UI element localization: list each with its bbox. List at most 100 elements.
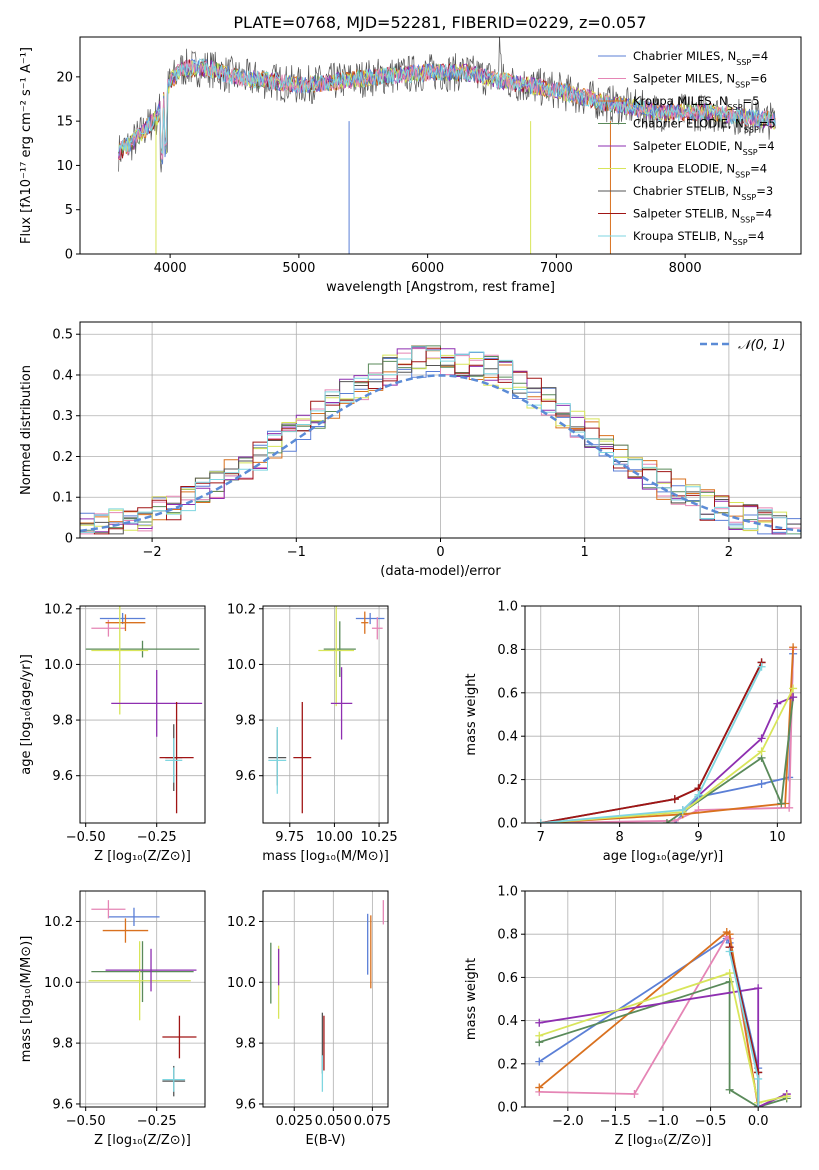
- legend-entry: Kroupa STELIB, NSSP=4: [633, 229, 764, 247]
- y-tick-label: 0.5: [52, 328, 73, 343]
- weight-marker: [630, 1090, 639, 1099]
- plot-area: [118, 37, 776, 254]
- y-axis-label: age [log₁₀(age/yr)]: [19, 654, 34, 775]
- panel-age_vs_Z: −0.50 −0.25 9.6 9.8 10.0 10.2 Z [log₁₀(Z/Z⊙)] a…: [19, 602, 206, 864]
- spectrum-line: [118, 58, 776, 165]
- panel-mass_vs_Z: −0.50 −0.25 9.6 9.8 10.0 10.2 Z [log₁₀(Z/Z⊙)] m…: [19, 890, 206, 1148]
- histogram-step: [80, 346, 801, 535]
- weight-marker: [754, 1074, 763, 1083]
- spectrum-line: [118, 37, 776, 173]
- y-axis-label: mass weight: [464, 958, 479, 1040]
- weight-marker: [754, 984, 763, 993]
- y-tick-label: 10.0: [227, 976, 256, 991]
- y-tick-label: 0.4: [52, 368, 73, 383]
- normal-curve: [80, 374, 801, 533]
- plot-area: [268, 606, 385, 814]
- weight-marker: [535, 1031, 544, 1040]
- legend-entry: Kroupa ELODIE, NSSP=4: [633, 162, 767, 180]
- histogram-step: [80, 345, 801, 535]
- spectrum-line: [118, 58, 776, 154]
- x-tick-label: 10: [769, 830, 786, 845]
- panel-weight_vs_Z: −2.0 −1.5 −1.0 −0.5 0.0 0.0 0.2 0.4 0.6 0.8 1.0 Z […: [464, 885, 802, 1148]
- x-tick-label: −0.25: [137, 1114, 177, 1129]
- legend-n: =4: [755, 207, 772, 221]
- weight-marker: [757, 779, 766, 788]
- weight-marker: [789, 643, 798, 652]
- y-tick-label: 0.8: [497, 643, 518, 658]
- y-tick-label: 10.2: [227, 915, 256, 930]
- y-tick-label: 0.8: [497, 928, 518, 943]
- legend-entry: Salpeter MILES, NSSP=6: [633, 72, 767, 90]
- y-tick-label: 0.2: [52, 450, 73, 465]
- y-tick-label: 9.6: [235, 1097, 256, 1112]
- weight-marker: [754, 1103, 763, 1107]
- weight-line: [674, 653, 794, 823]
- axes-frame: [524, 890, 802, 1108]
- x-tick-label: 0.025: [276, 1114, 313, 1129]
- y-tick-label: 1.0: [497, 600, 518, 615]
- panel-age_vs_mass: 9.75 10.00 10.25 9.6 9.8 10.0 10.2 mass [log₁₀(…: [227, 602, 398, 864]
- x-tick-label: −0.5: [695, 1114, 727, 1129]
- x-axis-label: E(B-V): [305, 1133, 345, 1148]
- axes-frame: [79, 36, 802, 255]
- x-tick-label: −1.5: [600, 1114, 632, 1129]
- x-tick-label: 2: [725, 545, 733, 560]
- weight-marker: [725, 930, 734, 939]
- axes-frame: [262, 605, 389, 824]
- legend-entry: 𝒩(0, 1): [738, 338, 785, 353]
- weight-marker: [777, 799, 786, 808]
- weight-line: [540, 666, 763, 823]
- y-tick-label: 10.0: [227, 658, 256, 673]
- y-tick-label: 9.8: [235, 1037, 256, 1052]
- legend-entry: Salpeter ELODIE, NSSP=4: [633, 139, 775, 157]
- x-tick-label: 5000: [282, 261, 315, 276]
- x-axis-label: Z [log₁₀(Z/Z⊙)]: [94, 1133, 191, 1148]
- y-tick-label: 10.0: [44, 976, 73, 991]
- legend-n: =5: [743, 94, 760, 108]
- legend-sub: SSP: [733, 238, 748, 247]
- y-tick-label: 20: [56, 70, 73, 85]
- weight-line: [666, 697, 794, 823]
- weight-marker: [670, 795, 679, 804]
- weight-marker: [535, 1057, 544, 1066]
- legend-n: =4: [751, 49, 768, 63]
- x-tick-label: 0.075: [354, 1114, 391, 1129]
- legend-n: =3: [756, 184, 773, 198]
- legend-n: =4: [750, 162, 767, 176]
- x-tick-label: −2.0: [552, 1114, 584, 1129]
- weight-marker: [678, 805, 687, 814]
- x-tick-label: 10.00: [316, 830, 353, 845]
- y-axis-label: mass [log₁₀(M/M⊙)]: [19, 936, 34, 1063]
- x-tick-label: 10.25: [360, 830, 397, 845]
- legend-sub: SSP: [728, 103, 743, 112]
- legend-entry: Chabrier STELIB, NSSP=3: [633, 184, 773, 202]
- y-tick-label: 9.6: [235, 769, 256, 784]
- weight-marker: [789, 684, 798, 693]
- legend-n: =5: [759, 117, 776, 131]
- y-tick-label: 9.6: [52, 769, 73, 784]
- y-tick-label: 0.4: [497, 730, 518, 745]
- x-axis-label: wavelength [Angstrom, rest frame]: [326, 280, 555, 295]
- weight-marker: [789, 693, 798, 702]
- plot-area: [536, 643, 798, 823]
- x-tick-label: 0.0: [748, 1114, 769, 1129]
- y-tick-label: 15: [56, 115, 73, 130]
- weight-marker: [536, 819, 545, 823]
- y-tick-label: 10: [56, 159, 73, 174]
- plot-area: [80, 345, 801, 535]
- weight-marker: [757, 662, 766, 671]
- legend-entry: Chabrier ELODIE, NSSP=5: [633, 117, 776, 135]
- legend-entry: Chabrier MILES, NSSP=4: [633, 49, 768, 67]
- y-tick-label: 9.6: [52, 1097, 73, 1112]
- x-tick-label: −0.50: [66, 1114, 106, 1129]
- y-tick-label: 0.6: [497, 971, 518, 986]
- x-tick-label: 7: [537, 830, 545, 845]
- y-tick-label: 9.8: [235, 714, 256, 729]
- legend-sub: SSP: [740, 215, 755, 224]
- weight-line: [540, 688, 794, 823]
- y-axis-label: Normed distribution: [19, 365, 34, 495]
- panel-spectrum: 4000 5000 6000 7000 8000 0 5 10 15 20 wavelength […: [19, 36, 802, 295]
- y-axis-label: Flux [fλ10⁻¹⁷ erg cm⁻² s⁻¹ A⁻¹]: [19, 47, 34, 244]
- x-tick-label: 7000: [540, 261, 573, 276]
